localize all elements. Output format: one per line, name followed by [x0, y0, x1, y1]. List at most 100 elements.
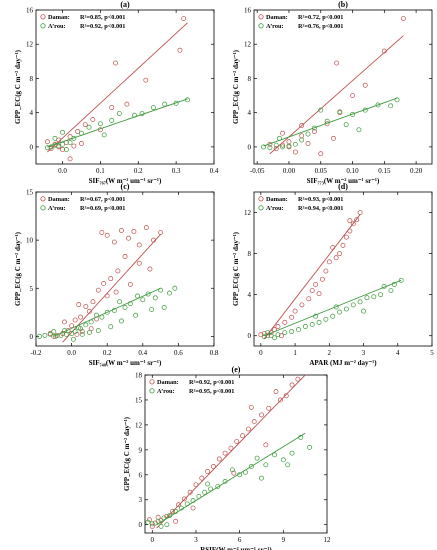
panel-title: (d): [338, 182, 348, 191]
y-axis-label: GPP_EC(g C m⁻² day⁻¹): [14, 49, 22, 124]
plot-area: [258, 210, 404, 341]
legend-stat-arou: R²=0.76, p<0.001: [298, 23, 343, 30]
arou-point: [83, 322, 89, 328]
arou-point: [86, 124, 92, 130]
y-tick-label: 9: [139, 446, 143, 454]
y-axis-label: GPP_EC(g C m⁻² day⁻¹): [123, 416, 131, 491]
daman-regression-line: [156, 375, 306, 529]
legend-name-daman: Daman:: [266, 14, 288, 21]
daman-point: [357, 210, 363, 215]
arou-point: [254, 455, 260, 461]
daman-point: [280, 130, 286, 136]
daman-point: [299, 133, 305, 139]
y-tick-label: 16: [244, 7, 252, 15]
daman-point: [176, 502, 181, 508]
arou-point: [285, 462, 291, 468]
daman-point: [205, 469, 211, 474]
legend-stat-daman: R²=0.67, p<0.001: [80, 196, 125, 203]
arou-point: [267, 145, 273, 151]
arou-point: [53, 333, 59, 339]
arou-point: [229, 467, 235, 473]
arou-point: [350, 302, 356, 308]
arou-point: [104, 309, 110, 315]
arou-point: [378, 292, 384, 298]
daman-point: [122, 254, 128, 259]
arou-point: [117, 299, 123, 305]
daman-point: [111, 239, 117, 245]
panel-title: (e): [232, 365, 241, 374]
daman-regression-line: [269, 35, 404, 155]
daman-point: [187, 489, 193, 495]
legend-name-arou: A’rou:: [157, 388, 175, 395]
arou-point: [97, 121, 103, 127]
legend-name-daman: Daman:: [266, 196, 288, 203]
arou-point: [109, 117, 115, 123]
x-tick-label: 0.00: [283, 167, 296, 175]
arou-point: [318, 107, 324, 113]
panel-c: (c) -0.2 0.0 0.2 0.4 0.6 0.8 0 5 10 15 SIF₇₄₀(W m⁻²…: [14, 182, 219, 367]
arou-point: [44, 145, 50, 151]
arou-point: [394, 97, 400, 103]
y-tick-label: 0: [30, 333, 34, 341]
y-tick-label: 12: [26, 41, 34, 49]
arou-regression-line: [156, 432, 306, 526]
daman-point: [115, 268, 121, 274]
y-tick-label: 0: [30, 143, 34, 151]
daman-point: [147, 266, 153, 272]
y-tick-label: 8: [248, 75, 252, 83]
arou-point: [343, 306, 349, 312]
plot-frame: [253, 191, 433, 347]
plot-frame: [253, 9, 433, 165]
y-axis-label: GPP_EC(g C m⁻² day⁻¹): [14, 231, 22, 306]
arou-point: [122, 305, 128, 310]
arou-point: [330, 313, 336, 319]
y-tick-label: 3: [139, 496, 143, 504]
daman-point: [263, 442, 269, 448]
daman-point: [143, 225, 149, 231]
x-tick-label: 0.6: [174, 349, 183, 357]
y-axis-label: GPP_EC(g C m⁻² day⁻¹): [232, 231, 240, 306]
arou-point: [261, 144, 266, 150]
legend-stat-arou: R²=0.95, p<0.001: [189, 388, 234, 395]
arou-point: [161, 305, 167, 310]
panel-title: (c): [121, 182, 130, 191]
arou-point: [302, 324, 308, 329]
panel-title: (b): [338, 0, 348, 9]
legend-stat-arou: R²=0.92, p<0.001: [80, 23, 125, 30]
arou-point: [296, 327, 301, 333]
legend-name-arou: A’rou:: [266, 23, 284, 30]
daman-point: [113, 60, 118, 66]
y-tick-label: 4: [248, 109, 252, 117]
legend-name-arou: A’rou:: [48, 23, 66, 30]
arou-point: [172, 285, 178, 291]
arou-point: [118, 318, 124, 324]
arou-point: [337, 309, 343, 315]
arou-point: [286, 143, 292, 149]
daman-point: [177, 47, 183, 53]
arou-point: [275, 332, 281, 338]
daman-point: [71, 143, 77, 149]
daman-point: [275, 324, 281, 329]
arou-point: [361, 308, 366, 314]
daman-point: [333, 255, 339, 261]
daman-point: [181, 496, 187, 502]
x-tick-label: 0.2: [103, 349, 112, 357]
arou-point: [167, 290, 172, 296]
daman-point: [400, 16, 406, 22]
arou-point: [69, 331, 75, 336]
legend-name-daman: Daman:: [157, 379, 179, 386]
daman-point: [82, 122, 88, 128]
plot-area: [44, 16, 190, 162]
daman-point: [273, 389, 279, 395]
x-tick-label: 0.4: [138, 349, 147, 357]
x-tick-label: 2: [328, 349, 332, 357]
daman-point: [216, 456, 222, 462]
x-axis-label: APAR (MJ m⁻² day⁻¹): [309, 359, 377, 367]
x-axis-label: SIF₇₇₃(W m⁻² um⁻¹ sr⁻¹): [307, 177, 380, 185]
arou-point: [282, 330, 288, 336]
daman-point: [309, 288, 315, 294]
daman-point: [278, 333, 284, 339]
x-tick-label: 0: [151, 536, 155, 544]
daman-point: [190, 505, 196, 511]
arou-point: [67, 140, 73, 146]
